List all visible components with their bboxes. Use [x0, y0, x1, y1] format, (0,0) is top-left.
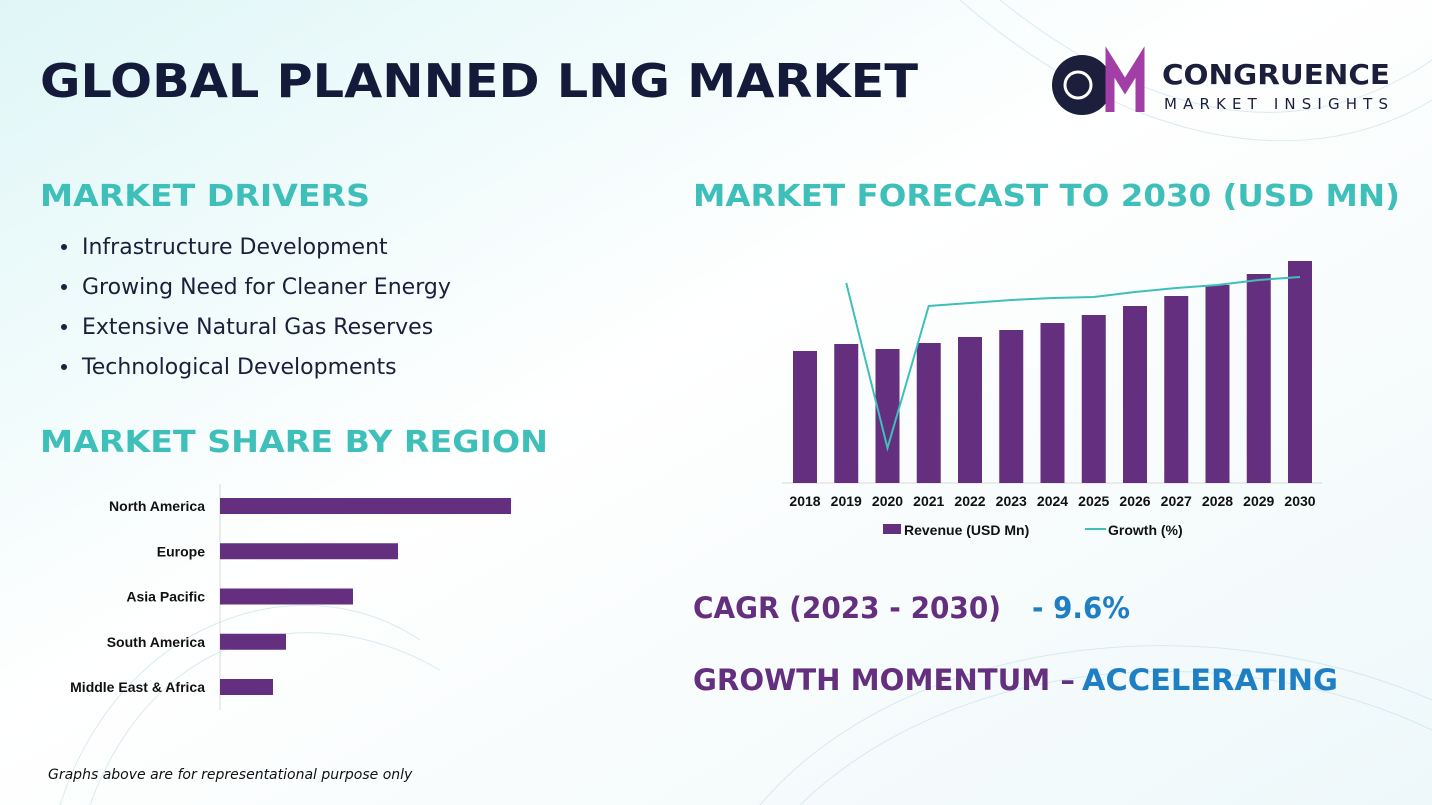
- bar: [220, 633, 286, 650]
- x-tick-label: 2025: [1078, 493, 1109, 509]
- legend-swatch: [883, 524, 901, 534]
- logo-globe: [1063, 70, 1093, 100]
- bar: [999, 330, 1024, 483]
- section-heading: MARKET SHARE BY REGION: [40, 425, 548, 460]
- x-tick-label: 2021: [913, 493, 944, 509]
- bullet: [61, 244, 67, 250]
- decor-waves: [59, 0, 1432, 805]
- x-tick-label: 2024: [1037, 493, 1068, 509]
- cagr-value: - 9.6%: [1032, 591, 1130, 625]
- logo-mark: [1052, 55, 1112, 115]
- x-tick-label: 2029: [1243, 493, 1274, 509]
- bar: [220, 679, 273, 695]
- x-tick-label: 2018: [789, 493, 820, 509]
- bar: [958, 337, 982, 483]
- legend-label: Growth (%): [1108, 522, 1183, 538]
- x-tick-label: 2019: [831, 493, 862, 509]
- x-tick-label: 2020: [872, 493, 903, 509]
- x-tick-label: 2023: [996, 493, 1027, 509]
- driver-item: Extensive Natural Gas Reserves: [82, 315, 433, 340]
- bar: [1205, 285, 1230, 483]
- x-tick-label: 2022: [954, 493, 985, 509]
- growth-line: [845, 276, 1301, 452]
- bar: [1081, 315, 1106, 483]
- bullet: [61, 324, 67, 330]
- section-heading: MARKET FORECAST TO 2030 (USD MN): [693, 179, 1400, 214]
- bar: [834, 344, 859, 483]
- y-tick-label: Middle East & Africa: [70, 679, 205, 695]
- cagr-label: CAGR (2023 - 2030): [693, 591, 1001, 625]
- y-tick-label: South America: [107, 634, 205, 650]
- bar: [220, 498, 511, 514]
- driver-item: Technological Developments: [81, 355, 397, 380]
- bar: [1123, 306, 1147, 483]
- y-tick-label: Asia Pacific: [126, 589, 205, 605]
- y-tick-label: Europe: [157, 543, 205, 559]
- bar: [220, 588, 353, 605]
- section-heading: MARKET DRIVERS: [40, 179, 370, 214]
- bar: [1246, 274, 1271, 483]
- logo-m: [1105, 46, 1145, 112]
- driver-list: Infrastructure Development Growing Need f…: [61, 235, 451, 380]
- bar: [1164, 296, 1189, 483]
- bar: [1040, 323, 1065, 483]
- logo: CONGRUENCE MARKET INSIGHTS: [1052, 46, 1390, 115]
- x-tick-label: 2028: [1202, 493, 1233, 509]
- bar: [916, 343, 941, 483]
- x-tick-label: 2027: [1161, 493, 1192, 509]
- bullet: [61, 284, 67, 290]
- page-title: GLOBAL PLANNED LNG MARKET: [40, 54, 919, 108]
- x-tick-label: 2030: [1284, 493, 1315, 509]
- bar: [220, 543, 398, 560]
- bullet: [61, 364, 67, 370]
- driver-item: Infrastructure Development: [82, 235, 388, 260]
- logo-name: CONGRUENCE: [1162, 58, 1390, 91]
- momentum-label: GROWTH MOMENTUM –: [693, 663, 1075, 697]
- y-tick-label: North America: [109, 498, 205, 514]
- bar: [1288, 261, 1312, 483]
- driver-item: Growing Need for Cleaner Energy: [82, 275, 451, 300]
- momentum-value: ACCELERATING: [1082, 663, 1338, 697]
- legend-label: Revenue (USD Mn): [904, 522, 1029, 538]
- footnote: Graphs above are for representational pu…: [48, 767, 413, 783]
- logo-sub: MARKET INSIGHTS: [1164, 95, 1388, 113]
- x-tick-label: 2026: [1119, 493, 1150, 509]
- bar: [793, 351, 817, 483]
